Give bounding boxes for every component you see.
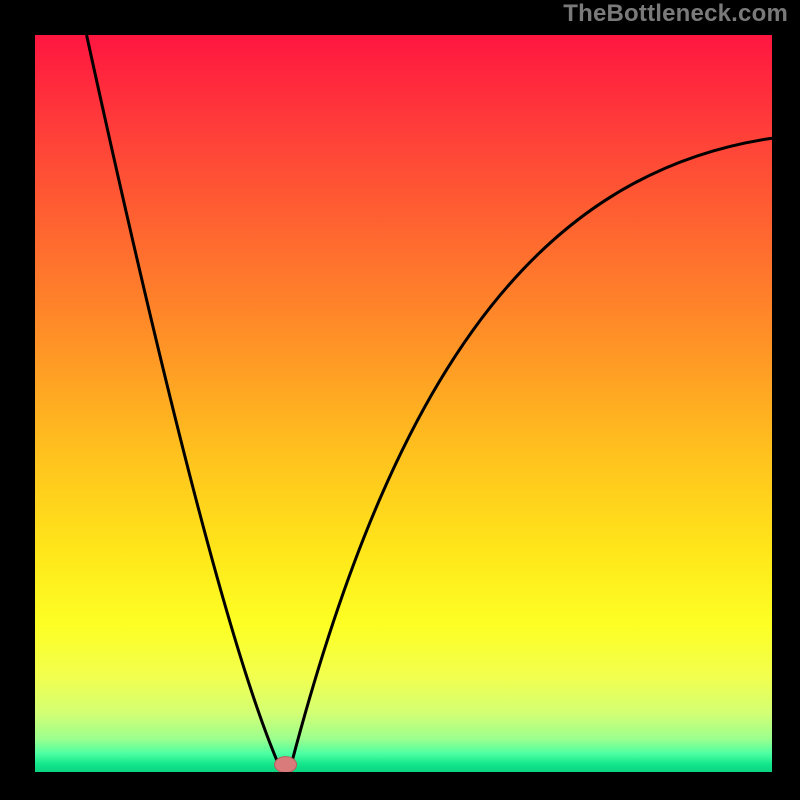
curve-right-branch [289, 138, 772, 772]
curve-svg [35, 35, 772, 772]
curve-left-branch [87, 35, 282, 772]
plot-area [35, 35, 772, 772]
watermark-text: TheBottleneck.com [563, 0, 788, 28]
chart-canvas: TheBottleneck.com [0, 0, 800, 800]
minimum-marker [275, 757, 297, 772]
